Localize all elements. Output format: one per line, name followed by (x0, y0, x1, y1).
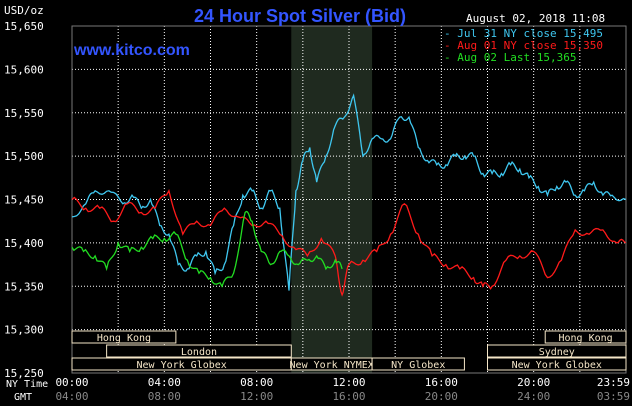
session-label: Sydney (539, 347, 575, 358)
y-axis-ticks: 15,650 15,600 15,550 15,500 15,450 15,400 15,3… (4, 20, 44, 380)
session-label: NY Globex (391, 360, 445, 371)
x-tick-gmt: 03:59 (597, 390, 630, 403)
session-bar (487, 357, 627, 371)
x-axis-ticks: 00:0004:0004:0008:0008:0012:0012:0016:00… (55, 376, 630, 403)
session-label: Hong Kong (559, 333, 613, 344)
y-tick-label: 15,350 (4, 280, 44, 293)
x-tick-gmt: 08:00 (148, 390, 181, 403)
x-tick-ny: 20:00 (517, 376, 550, 389)
y-tick-label: 15,550 (4, 107, 44, 120)
y-axis-label: USD/oz (4, 4, 44, 17)
session-bar (544, 330, 627, 344)
x-tick-ny: 00:00 (55, 376, 88, 389)
x-tick-ny: 16:00 (425, 376, 458, 389)
market-sessions: Hong Kong London New York Globex New York N… (71, 330, 627, 371)
session-label: Hong Kong (97, 333, 151, 344)
y-tick-label: 15,500 (4, 150, 44, 163)
timestamp: August 02, 2018 11:08 (466, 12, 605, 25)
session-bar (371, 357, 465, 371)
price-series (71, 93, 627, 297)
series-line (71, 210, 343, 288)
series-line (71, 189, 627, 297)
session-label: New York NYMEX (290, 360, 374, 371)
y-tick-label: 15,300 (4, 324, 44, 337)
legend-entry: - Aug 02 Last 15,365 (444, 51, 576, 64)
session-bar (106, 344, 292, 358)
x-tick-gmt: 20:00 (425, 390, 458, 403)
y-tick-label: 15,450 (4, 194, 44, 207)
x-tick-gmt: 12:00 (240, 390, 273, 403)
legend-entry: - Aug 01 NY close 15,350 (444, 39, 603, 52)
legend: - Jul 31 NY close 15,495- Aug 01 NY clos… (444, 27, 603, 64)
chart-title: 24 Hour Spot Silver (Bid) (194, 6, 406, 26)
gmt-label: GMT (14, 392, 32, 403)
x-tick-gmt: 04:00 (55, 390, 88, 403)
x-tick-ny: 04:00 (148, 376, 181, 389)
x-tick-ny: 23:59 (597, 376, 630, 389)
ny-time-label: NY Time (6, 379, 48, 390)
y-tick-label: 15,400 (4, 237, 44, 250)
nymex-session-highlight (291, 26, 373, 373)
x-tick-ny: 12:00 (332, 376, 365, 389)
session-label: London (181, 347, 217, 358)
x-tick-ny: 08:00 (240, 376, 273, 389)
session-label: New York Globex (512, 360, 602, 371)
session-bar (71, 330, 177, 344)
session-bar (487, 344, 627, 358)
session-label: New York Globex (136, 360, 226, 371)
legend-entry: - Jul 31 NY close 15,495 (444, 27, 603, 40)
x-tick-gmt: 24:00 (517, 390, 550, 403)
y-tick-label: 15,650 (4, 20, 44, 33)
y-tick-label: 15,600 (4, 63, 44, 76)
watermark-kitco: www.kitco.com (73, 42, 190, 59)
series-line (71, 93, 627, 291)
y-tick-label: 15,250 (4, 367, 44, 380)
x-tick-gmt: 16:00 (332, 390, 365, 403)
